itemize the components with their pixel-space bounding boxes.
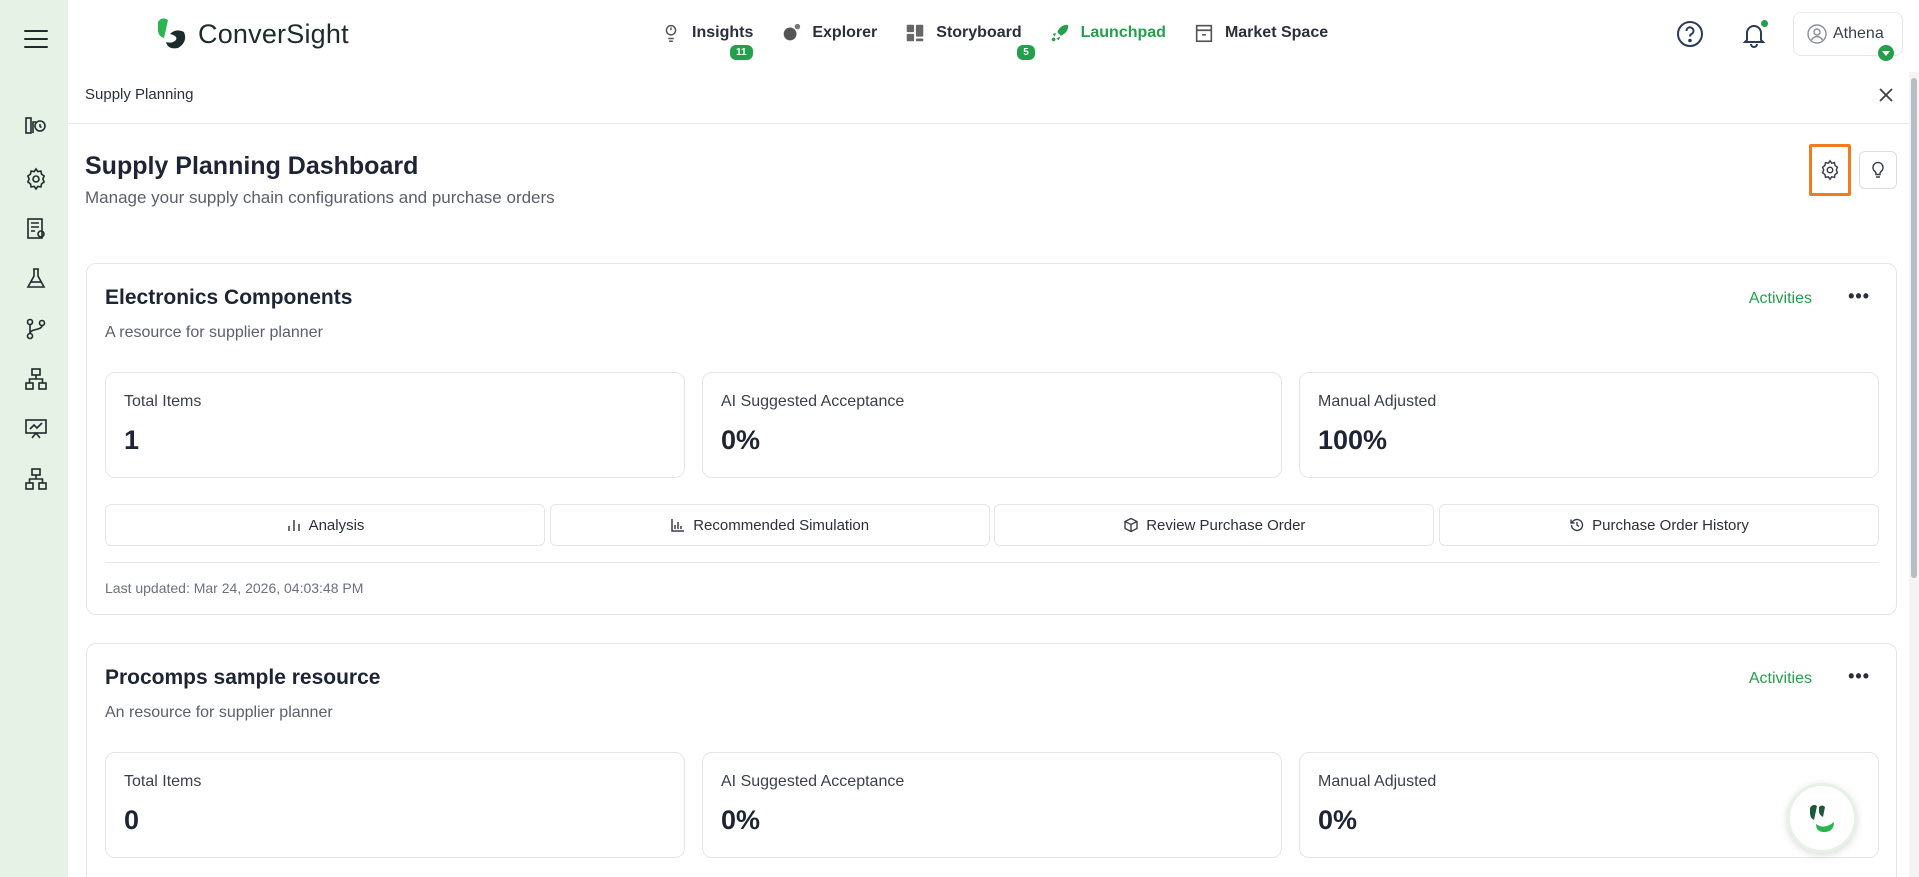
button-label: Analysis bbox=[308, 516, 365, 534]
workflow-icon[interactable] bbox=[24, 317, 48, 341]
user-menu[interactable]: Athena bbox=[1793, 12, 1903, 61]
card-title: Procomps sample resource bbox=[105, 666, 381, 689]
card-title: Electronics Components bbox=[105, 286, 353, 309]
activities-link[interactable]: Activities bbox=[1748, 290, 1812, 307]
stat-total-items: Total Items 1 bbox=[105, 372, 685, 478]
rocket-icon bbox=[1051, 24, 1068, 42]
nav-storyboard[interactable]: Storyboard 5 bbox=[904, 22, 1035, 60]
nav-insights[interactable]: Insights 11 bbox=[660, 22, 754, 60]
bell-icon bbox=[1742, 25, 1766, 48]
brand-name: ConverSight bbox=[198, 18, 349, 49]
resource-card: Electronics Components A resource for su… bbox=[86, 263, 1897, 615]
lab-icon[interactable] bbox=[24, 267, 48, 291]
conversight-logo-icon bbox=[158, 18, 186, 49]
stat-label: AI Suggested Acceptance bbox=[721, 393, 905, 410]
insights-icon bbox=[665, 24, 677, 42]
presentation-icon[interactable] bbox=[24, 417, 48, 441]
chatbot-button[interactable] bbox=[1787, 783, 1857, 853]
more-options-icon[interactable]: ••• bbox=[1848, 666, 1870, 686]
tips-button[interactable] bbox=[1859, 151, 1897, 189]
review-purchase-order-button[interactable]: Review Purchase Order bbox=[994, 504, 1435, 546]
purchase-order-history-button[interactable]: Purchase Order History bbox=[1438, 504, 1879, 546]
settings-button[interactable] bbox=[1809, 144, 1851, 196]
close-icon[interactable] bbox=[1877, 86, 1895, 104]
nav-launchpad[interactable]: Launchpad bbox=[1049, 22, 1166, 44]
more-options-icon[interactable]: ••• bbox=[1848, 286, 1870, 306]
analysis-button[interactable]: Analysis bbox=[105, 504, 545, 546]
card-subtitle: An resource for supplier planner bbox=[105, 704, 333, 721]
stat-label: Manual Adjusted bbox=[1318, 773, 1437, 790]
stat-value: 0% bbox=[1318, 805, 1358, 835]
button-label: Review Purchase Order bbox=[1146, 516, 1306, 534]
lightbulb-icon bbox=[1872, 161, 1884, 178]
help-icon[interactable] bbox=[1676, 20, 1704, 48]
stats-row: Total Items 0 AI Suggested Acceptance 0%… bbox=[105, 752, 1879, 858]
divider bbox=[105, 562, 1879, 563]
gear-icon bbox=[1821, 159, 1839, 181]
datasets-icon[interactable] bbox=[24, 113, 48, 137]
activities-link[interactable]: Activities bbox=[1748, 670, 1812, 687]
top-bar: ConverSight Insights 11 Explorer Storybo… bbox=[68, 0, 1919, 70]
stat-value: 0% bbox=[721, 805, 761, 835]
package-icon bbox=[1124, 517, 1138, 533]
reports-icon[interactable] bbox=[24, 217, 48, 241]
recommended-simulation-button[interactable]: Recommended Simulation bbox=[549, 504, 990, 546]
page-subtitle: Manage your supply chain configurations … bbox=[85, 188, 555, 207]
nav-label: Explorer bbox=[812, 24, 878, 41]
button-label: Recommended Simulation bbox=[693, 516, 870, 534]
org-chart-icon[interactable] bbox=[24, 467, 48, 491]
stat-total-items: Total Items 0 bbox=[105, 752, 685, 858]
breadcrumb-label: Supply Planning bbox=[85, 86, 194, 103]
stat-label: Manual Adjusted bbox=[1318, 393, 1437, 410]
nav-label: Insights bbox=[692, 24, 754, 41]
scrollbar[interactable] bbox=[1909, 72, 1919, 877]
sidebar bbox=[0, 0, 68, 877]
hamburger-menu-icon[interactable] bbox=[24, 30, 48, 50]
chart-icon bbox=[671, 519, 685, 532]
chatbot-logo-icon bbox=[1810, 804, 1834, 832]
stat-value: 100% bbox=[1318, 425, 1388, 455]
storyboard-count-badge: 5 bbox=[1017, 45, 1035, 60]
main-nav: Insights 11 Explorer Storyboard 5 Launch… bbox=[660, 22, 1355, 60]
stat-manual-adjusted: Manual Adjusted 100% bbox=[1299, 372, 1879, 478]
chevron-down-icon[interactable] bbox=[1878, 45, 1894, 61]
scrollbar-thumb[interactable] bbox=[1911, 78, 1917, 578]
stat-label: Total Items bbox=[124, 773, 202, 790]
breadcrumb: Supply Planning bbox=[68, 72, 1919, 124]
stat-label: AI Suggested Acceptance bbox=[721, 773, 905, 790]
stats-row: Total Items 1 AI Suggested Acceptance 0%… bbox=[105, 372, 1879, 478]
market-space-icon bbox=[1195, 24, 1213, 43]
stat-manual-adjusted: Manual Adjusted 0% bbox=[1299, 752, 1879, 858]
nav-market-space[interactable]: Market Space bbox=[1193, 22, 1328, 44]
stat-ai-acceptance: AI Suggested Acceptance 0% bbox=[702, 372, 1282, 478]
stat-ai-acceptance: AI Suggested Acceptance 0% bbox=[702, 752, 1282, 858]
resource-card: Procomps sample resource An resource for… bbox=[86, 643, 1897, 877]
nav-label: Market Space bbox=[1224, 24, 1329, 41]
nav-explorer[interactable]: Explorer bbox=[780, 22, 877, 44]
button-label: Purchase Order History bbox=[1592, 516, 1749, 534]
bar-chart-icon bbox=[287, 520, 300, 531]
storyboard-icon bbox=[907, 24, 924, 42]
conversight-logo[interactable]: ConverSight bbox=[152, 14, 349, 54]
actions-row: Analysis Recommended Simulation Review P… bbox=[105, 504, 1879, 546]
nav-label: Storyboard bbox=[936, 24, 1022, 41]
nav-label: Launchpad bbox=[1080, 24, 1166, 41]
stat-value: 0% bbox=[721, 425, 761, 455]
card-subtitle: A resource for supplier planner bbox=[105, 324, 323, 341]
settings-icon[interactable] bbox=[24, 167, 48, 191]
insights-count-badge: 11 bbox=[730, 45, 753, 60]
explorer-icon bbox=[784, 23, 801, 41]
stat-value: 1 bbox=[124, 425, 140, 455]
user-avatar-icon bbox=[1807, 24, 1827, 44]
stat-label: Total Items bbox=[124, 393, 202, 410]
hierarchy-icon[interactable] bbox=[24, 367, 48, 391]
notification-dot bbox=[1761, 20, 1768, 27]
user-name: Athena bbox=[1833, 25, 1884, 42]
page-title: Supply Planning Dashboard bbox=[85, 152, 419, 180]
stat-value: 0 bbox=[124, 805, 140, 835]
history-icon bbox=[1570, 518, 1584, 532]
notifications-button[interactable] bbox=[1740, 20, 1768, 48]
last-updated: Last updated: Mar 24, 2026, 04:03:48 PM bbox=[105, 580, 364, 596]
